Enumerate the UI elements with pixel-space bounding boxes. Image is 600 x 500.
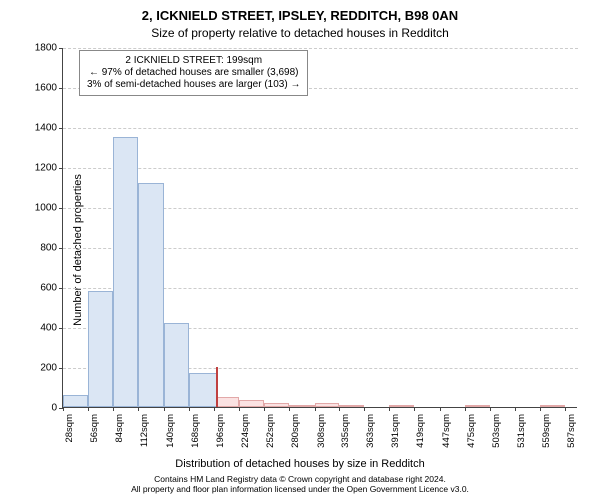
xtick-label: 140sqm xyxy=(165,414,176,454)
gridline xyxy=(63,48,578,49)
xtick-label: 56sqm xyxy=(89,414,100,454)
xtick-mark xyxy=(189,407,190,411)
histogram-bar xyxy=(138,183,163,407)
xtick-label: 447sqm xyxy=(441,414,452,454)
histogram-bar xyxy=(164,323,189,407)
xtick-label: 531sqm xyxy=(516,414,527,454)
histogram-bar xyxy=(217,397,239,407)
xtick-mark xyxy=(364,407,365,411)
ytick-label: 1600 xyxy=(35,83,57,94)
annotation-line3: 3% of semi-detached houses are larger (1… xyxy=(87,79,300,91)
histogram-bar xyxy=(540,405,565,407)
ytick-label: 600 xyxy=(40,283,57,294)
ytick-mark xyxy=(59,248,63,249)
xtick-mark xyxy=(440,407,441,411)
xtick-mark xyxy=(239,407,240,411)
xtick-mark xyxy=(214,407,215,411)
histogram-bar xyxy=(113,137,138,407)
marker-line xyxy=(216,367,218,407)
xtick-label: 28sqm xyxy=(64,414,75,454)
ytick-label: 800 xyxy=(40,243,57,254)
ytick-label: 200 xyxy=(40,363,57,374)
histogram-bar xyxy=(239,400,264,407)
xtick-label: 196sqm xyxy=(215,414,226,454)
plot-area: 2 ICKNIELD STREET: 199sqm← 97% of detach… xyxy=(62,48,577,408)
ytick-mark xyxy=(59,48,63,49)
xtick-mark xyxy=(138,407,139,411)
ytick-mark xyxy=(59,88,63,89)
histogram-bar xyxy=(315,403,339,407)
ytick-label: 1800 xyxy=(35,43,57,54)
xtick-mark xyxy=(289,407,290,411)
xtick-mark xyxy=(315,407,316,411)
xtick-label: 559sqm xyxy=(541,414,552,454)
annotation-box: 2 ICKNIELD STREET: 199sqm← 97% of detach… xyxy=(79,50,308,96)
xtick-label: 419sqm xyxy=(415,414,426,454)
xtick-mark xyxy=(88,407,89,411)
xtick-label: 308sqm xyxy=(316,414,327,454)
footer-attribution: Contains HM Land Registry data © Crown c… xyxy=(0,475,600,495)
histogram-bar xyxy=(88,291,113,407)
xtick-mark xyxy=(540,407,541,411)
xtick-mark xyxy=(465,407,466,411)
x-axis-label: Distribution of detached houses by size … xyxy=(0,458,600,470)
xtick-mark xyxy=(264,407,265,411)
ytick-mark xyxy=(59,128,63,129)
chart-container: 2, ICKNIELD STREET, IPSLEY, REDDITCH, B9… xyxy=(0,0,600,500)
footer-line2: All property and floor plan information … xyxy=(0,485,600,495)
xtick-mark xyxy=(515,407,516,411)
xtick-mark xyxy=(164,407,165,411)
xtick-label: 587sqm xyxy=(566,414,577,454)
histogram-bar xyxy=(389,405,414,407)
gridline xyxy=(63,168,578,169)
xtick-label: 391sqm xyxy=(390,414,401,454)
ytick-label: 1400 xyxy=(35,123,57,134)
xtick-label: 112sqm xyxy=(139,414,150,454)
histogram-bar xyxy=(339,405,364,407)
histogram-bar xyxy=(264,403,289,407)
annotation-line1: 2 ICKNIELD STREET: 199sqm xyxy=(87,55,300,67)
xtick-label: 224sqm xyxy=(240,414,251,454)
annotation-line2: ← 97% of detached houses are smaller (3,… xyxy=(87,67,300,79)
xtick-label: 363sqm xyxy=(365,414,376,454)
xtick-label: 168sqm xyxy=(190,414,201,454)
histogram-bar xyxy=(465,405,490,407)
ytick-mark xyxy=(59,168,63,169)
title-main: 2, ICKNIELD STREET, IPSLEY, REDDITCH, B9… xyxy=(0,8,600,23)
ytick-mark xyxy=(59,368,63,369)
histogram-bar xyxy=(63,395,88,407)
xtick-label: 280sqm xyxy=(290,414,301,454)
ytick-label: 400 xyxy=(40,323,57,334)
xtick-mark xyxy=(565,407,566,411)
xtick-mark xyxy=(339,407,340,411)
title-sub: Size of property relative to detached ho… xyxy=(0,26,600,40)
gridline xyxy=(63,128,578,129)
xtick-label: 84sqm xyxy=(114,414,125,454)
ytick-label: 0 xyxy=(51,403,57,414)
ytick-mark xyxy=(59,288,63,289)
xtick-label: 503sqm xyxy=(491,414,502,454)
histogram-bar xyxy=(289,405,314,407)
xtick-mark xyxy=(414,407,415,411)
ytick-label: 1200 xyxy=(35,163,57,174)
xtick-label: 475sqm xyxy=(466,414,477,454)
ytick-label: 1000 xyxy=(35,203,57,214)
xtick-mark xyxy=(389,407,390,411)
xtick-label: 335sqm xyxy=(340,414,351,454)
ytick-mark xyxy=(59,208,63,209)
xtick-mark xyxy=(63,407,64,411)
xtick-mark xyxy=(490,407,491,411)
histogram-bar xyxy=(189,373,217,407)
xtick-mark xyxy=(113,407,114,411)
ytick-mark xyxy=(59,328,63,329)
xtick-label: 252sqm xyxy=(265,414,276,454)
